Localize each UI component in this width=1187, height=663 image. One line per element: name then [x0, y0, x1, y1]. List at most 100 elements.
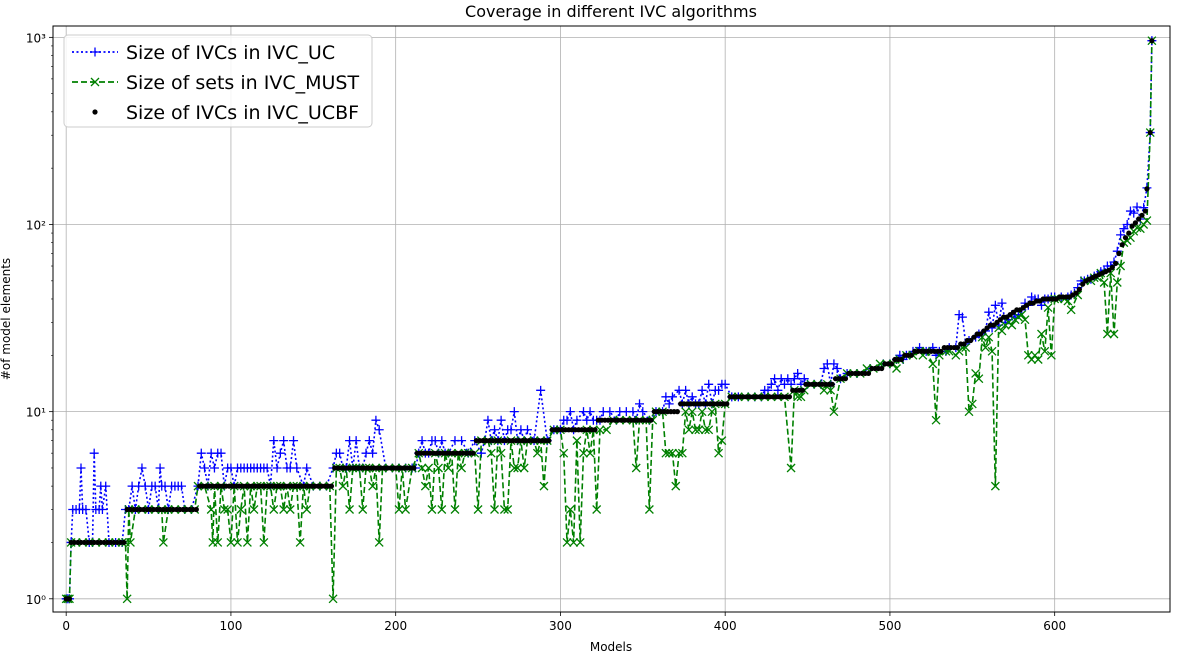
data-point	[328, 483, 335, 489]
data-point	[819, 385, 829, 395]
data-point	[364, 436, 374, 446]
data-point	[279, 505, 289, 514]
data-point	[509, 463, 519, 473]
data-point	[437, 436, 447, 446]
data-point	[499, 505, 509, 514]
data-point	[697, 385, 707, 395]
data-point	[496, 448, 506, 458]
legend-label: Size of sets in IVC_MUST	[126, 72, 359, 94]
data-point	[411, 465, 417, 471]
data-point	[236, 505, 246, 514]
data-point	[470, 450, 476, 456]
data-point	[483, 415, 493, 425]
data-point	[259, 537, 269, 547]
data-point	[519, 463, 529, 473]
data-point	[427, 505, 437, 514]
data-point	[262, 463, 272, 473]
data-point	[681, 385, 691, 395]
data-point	[89, 448, 99, 458]
data-point	[938, 348, 944, 354]
data-point	[786, 394, 793, 400]
data-point	[76, 463, 86, 473]
data-point	[714, 385, 724, 395]
data-point	[819, 364, 829, 374]
x-tick-label: 300	[549, 619, 572, 633]
data-point	[704, 379, 714, 389]
data-point	[1020, 315, 1030, 325]
data-point	[667, 448, 677, 458]
data-point	[486, 448, 496, 458]
data-point	[424, 463, 434, 473]
data-point	[585, 448, 595, 458]
data-point	[793, 368, 803, 378]
data-point	[1139, 212, 1145, 218]
legend-marker	[90, 47, 100, 57]
data-point	[292, 463, 302, 473]
chart-title: Coverage in different IVC algorithms	[465, 2, 757, 21]
data-point	[628, 407, 638, 417]
data-point	[694, 425, 704, 435]
data-point	[667, 392, 677, 402]
data-point	[974, 374, 984, 384]
data-point	[457, 463, 467, 473]
x-tick-label: 100	[219, 619, 242, 633]
data-point	[328, 594, 338, 604]
data-point	[981, 343, 990, 353]
data-point	[443, 463, 453, 473]
data-point	[295, 537, 305, 547]
data-point	[242, 537, 252, 547]
legend-marker	[90, 77, 100, 87]
data-point	[1116, 250, 1122, 257]
data-point	[865, 370, 872, 377]
legend-label: Size of IVCs in IVC_UC	[126, 42, 335, 64]
data-point	[368, 448, 378, 458]
data-point	[635, 399, 645, 409]
data-point	[957, 312, 967, 322]
y-axis-title: #of model elements	[0, 258, 13, 380]
data-point	[302, 505, 312, 514]
data-point	[638, 407, 648, 417]
data-point	[206, 505, 216, 514]
data-point	[269, 505, 279, 514]
data-point	[122, 594, 132, 604]
data-point	[631, 463, 641, 473]
data-point	[275, 448, 285, 458]
data-point	[700, 425, 710, 435]
data-point	[595, 425, 605, 435]
data-point	[648, 417, 654, 423]
data-point	[546, 438, 552, 444]
data-point	[687, 392, 697, 402]
data-point	[572, 415, 582, 425]
data-point	[704, 425, 714, 435]
data-point	[977, 331, 984, 337]
data-point	[644, 505, 654, 514]
data-point	[1007, 320, 1017, 330]
data-point	[697, 407, 707, 417]
data-point	[585, 407, 595, 417]
legend-label: Size of IVCs in IVC_UCBF	[126, 102, 359, 124]
data-point	[509, 407, 519, 417]
data-point	[213, 537, 223, 547]
data-point	[1144, 186, 1150, 192]
data-point	[687, 407, 697, 417]
data-point	[1119, 242, 1125, 248]
data-point	[898, 356, 905, 363]
data-point	[997, 326, 1007, 336]
data-point	[565, 407, 575, 417]
data-point	[671, 481, 681, 491]
data-point	[707, 407, 717, 417]
data-point	[592, 505, 602, 514]
data-point	[826, 385, 836, 395]
data-point	[1109, 329, 1119, 339]
data-point	[1043, 303, 1053, 312]
data-point	[681, 407, 691, 417]
data-point	[954, 344, 961, 351]
data-point	[338, 481, 348, 491]
data-point	[987, 346, 997, 356]
data-point	[1040, 346, 1050, 356]
data-point	[674, 409, 680, 415]
data-point	[374, 425, 384, 435]
data-point	[1136, 216, 1142, 222]
data-point	[664, 448, 674, 458]
legend: Size of IVCs in IVC_UC Size of sets in IV…	[63, 34, 373, 128]
